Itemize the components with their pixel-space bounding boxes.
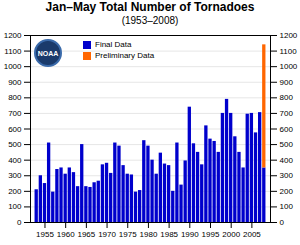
- svg-text:1100: 1100: [280, 47, 298, 56]
- svg-text:800: 800: [280, 93, 294, 102]
- svg-text:1200: 1200: [4, 31, 22, 40]
- html-text:Jan–May Total Number of Tornad: Jan–May Total Number of Tornadoes: [45, 0, 255, 14]
- svg-text:200: 200: [8, 187, 22, 196]
- svg-text:300: 300: [280, 171, 294, 180]
- svg-text:1995: 1995: [202, 230, 220, 239]
- html-text:Final Data: Final Data: [95, 40, 132, 49]
- svg-text:1955: 1955: [36, 230, 54, 239]
- html-text:Preliminary Data: Preliminary Data: [95, 51, 155, 60]
- svg-text:900: 900: [280, 78, 294, 87]
- svg-text:100: 100: [280, 202, 294, 211]
- svg-text:1985: 1985: [160, 230, 178, 239]
- svg-text:500: 500: [8, 140, 22, 149]
- svg-text:300: 300: [8, 171, 22, 180]
- svg-text:800: 800: [8, 93, 22, 102]
- svg-text:1960: 1960: [57, 230, 75, 239]
- svg-text:1000: 1000: [4, 62, 22, 71]
- svg-text:600: 600: [8, 125, 22, 134]
- svg-text:1100: 1100: [4, 47, 22, 56]
- svg-text:1980: 1980: [140, 230, 158, 239]
- svg-text:700: 700: [280, 109, 294, 118]
- svg-text:600: 600: [280, 125, 294, 134]
- svg-text:2000: 2000: [222, 230, 240, 239]
- svg-text:200: 200: [280, 187, 294, 196]
- svg-text:1000: 1000: [280, 62, 298, 71]
- svg-text:0: 0: [280, 218, 285, 227]
- svg-text:1990: 1990: [181, 230, 199, 239]
- html-text:NOAA: NOAA: [37, 49, 59, 57]
- svg-text:0: 0: [17, 218, 22, 227]
- svg-text:700: 700: [8, 109, 22, 118]
- svg-text:500: 500: [280, 140, 294, 149]
- svg-text:2005: 2005: [243, 230, 261, 239]
- html-text:(1953–2008): (1953–2008): [121, 15, 179, 26]
- svg-text:1965: 1965: [77, 230, 95, 239]
- svg-text:1200: 1200: [280, 31, 298, 40]
- svg-text:400: 400: [8, 156, 22, 165]
- svg-text:400: 400: [280, 156, 294, 165]
- svg-text:1970: 1970: [98, 230, 116, 239]
- svg-text:1975: 1975: [119, 230, 137, 239]
- svg-text:100: 100: [8, 202, 22, 211]
- svg-text:900: 900: [8, 78, 22, 87]
